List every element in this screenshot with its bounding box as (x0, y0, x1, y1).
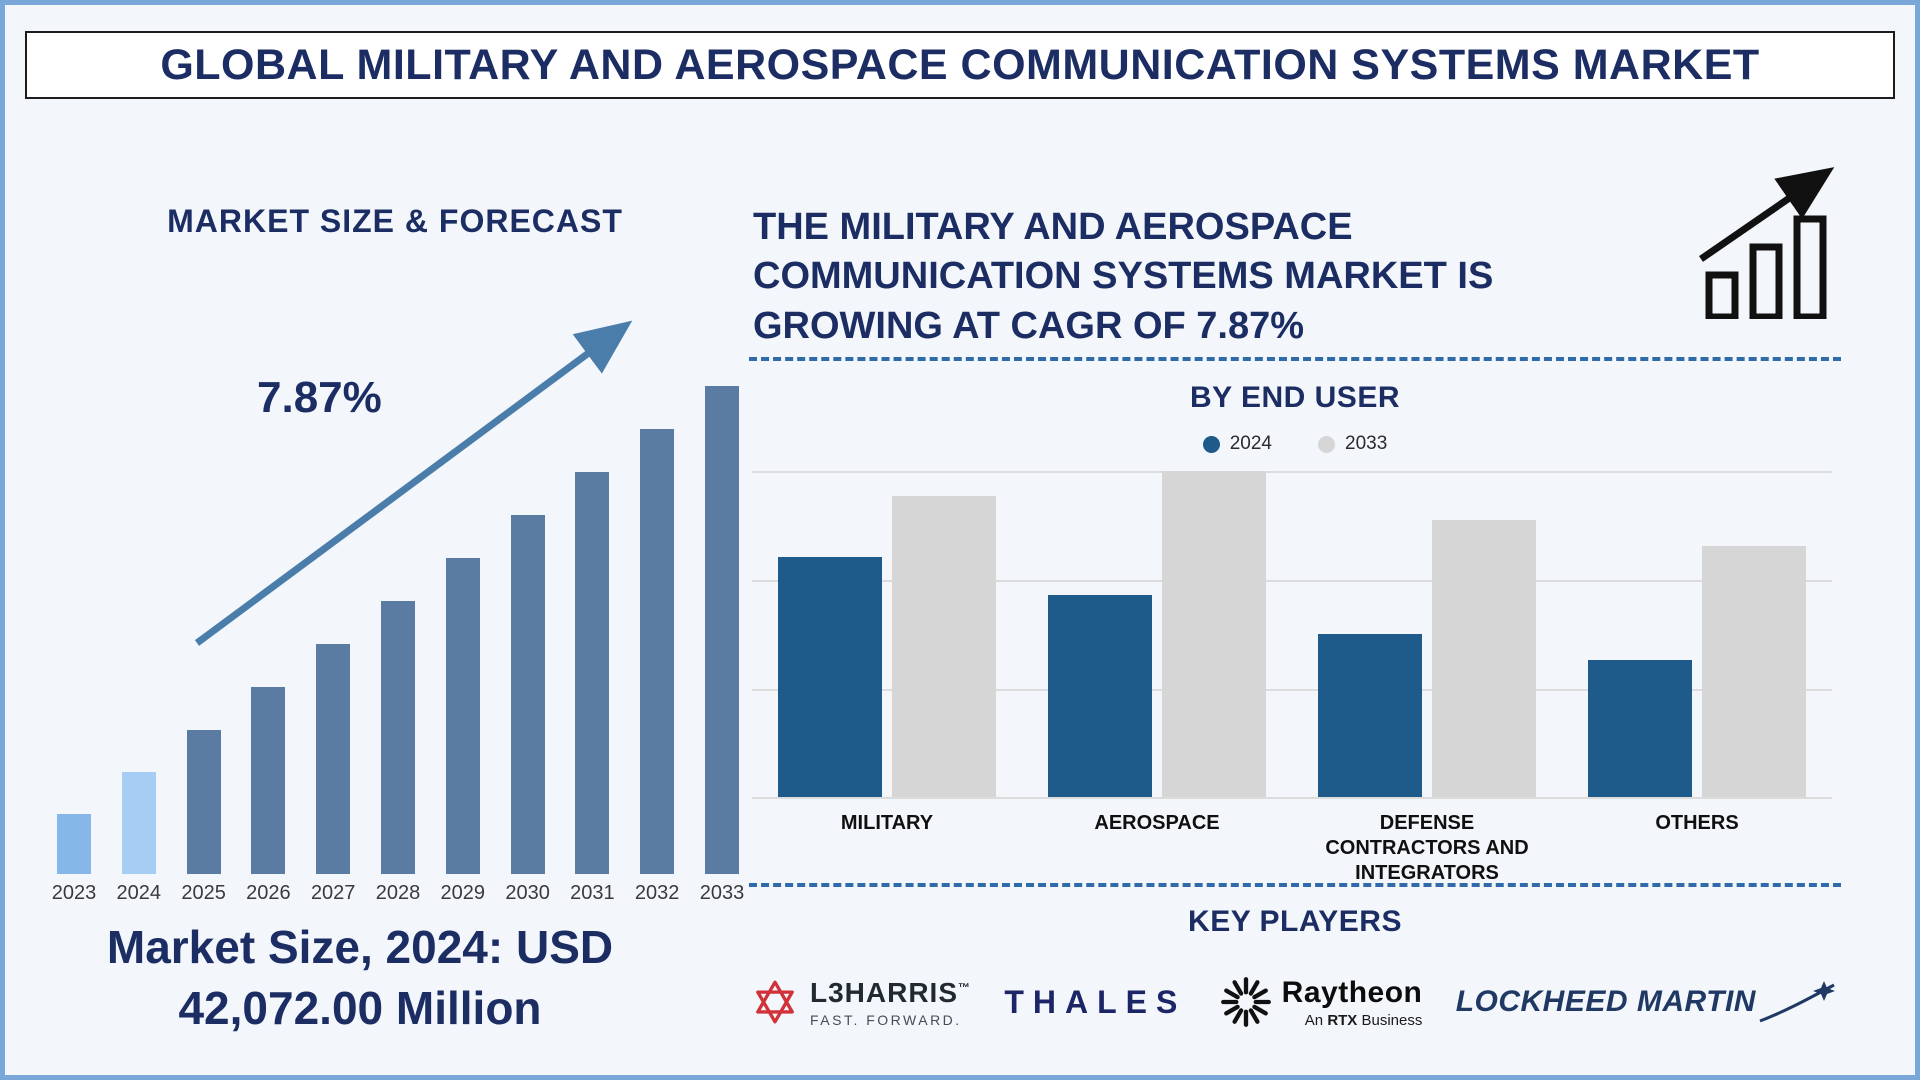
market-size-bar-column: 2027 (310, 644, 356, 905)
page-title: GLOBAL MILITARY AND AEROSPACE COMMUNICAT… (25, 31, 1895, 99)
bar-group-aerospace (1022, 463, 1292, 797)
by-end-user-heading: BY END USER (1190, 381, 1400, 414)
year-label: 2029 (440, 882, 486, 904)
bar-group-others (1562, 463, 1832, 797)
raytheon-tagline-suffix: Business (1361, 1011, 1423, 1029)
raytheon-icon (1220, 977, 1271, 1027)
market-size-bar-column: 2032 (634, 429, 680, 905)
cagr-headline: THE MILITARY AND AEROSPACE COMMUNICATION… (753, 206, 1494, 347)
year-label: 2031 (570, 882, 615, 904)
legend-label-2024: 2024 (1229, 433, 1272, 454)
l3harris-tagline: FAST. FORWARD. (810, 1011, 962, 1028)
market-size-bar-2029 (445, 558, 480, 874)
market-size-bar-column: 2031 (570, 472, 615, 905)
market-size-bar-column: 2029 (440, 558, 486, 905)
legend-dot-2024 (1202, 435, 1220, 453)
growth-arrow (194, 320, 633, 646)
bar-2033-others (1702, 546, 1806, 797)
bar-2024-aerospace (1048, 595, 1152, 797)
end-user-category-labels: MILITARY AEROSPACE DEFENSE CONTRACTORS AND… (752, 811, 1832, 886)
year-label: 2024 (116, 882, 162, 904)
end-user-bar-groups (752, 463, 1832, 797)
market-size-bars: 2023 2024 2025 2026 2027 2028 2029 2030 2031 2032… (51, 365, 745, 905)
category-label-defense-contractors-and-integrators: DEFENSE CONTRACTORS AND INTEGRATORS (1325, 812, 1529, 884)
year-label: 2025 (181, 882, 226, 904)
logo-thales: THALES (1004, 984, 1186, 1021)
thales-wordmark: THALES (1004, 983, 1187, 1020)
bar-2033-defense-contractors-and-integrators (1432, 520, 1536, 797)
market-size-bar-column: 2024 (116, 772, 162, 905)
category-label-others: OTHERS (1655, 812, 1739, 834)
gridline (752, 471, 1832, 473)
l3harris-wordmark: L3HARRIS™ (810, 977, 971, 1009)
l3harris-icon (756, 980, 794, 1024)
logo-lockheed-martin: LOCKHEED MARTIN (1456, 979, 1840, 1025)
gridline (752, 580, 1832, 582)
market-size-bar-2030 (510, 515, 545, 874)
category-label-aerospace: AEROSPACE (1094, 812, 1220, 834)
legend-item-2024: 2024 (1202, 433, 1272, 455)
bar-group-military (752, 463, 1022, 797)
raytheon-tagline-prefix: An (1304, 1011, 1324, 1029)
year-label: 2027 (310, 882, 356, 904)
market-size-bar-column: 2025 (181, 730, 226, 905)
market-size-bar-2024 (121, 772, 156, 874)
page-title-text: GLOBAL MILITARY AND AEROSPACE COMMUNICAT… (160, 40, 1760, 89)
market-size-bar-column: 2023 (51, 814, 97, 905)
end-user-chart (752, 463, 1832, 799)
bar-2024-military (778, 557, 882, 797)
market-size-bar-column: 2028 (375, 601, 421, 905)
market-size-bar-2032 (640, 429, 675, 874)
dashed-divider-bottom (749, 883, 1841, 887)
raytheon-wordmark: Raytheon (1281, 975, 1423, 1009)
cagr-value: 7.87% (257, 373, 382, 422)
year-label: 2033 (699, 882, 745, 904)
l3harris-tm: ™ (958, 980, 972, 995)
market-size-bar-2028 (380, 601, 415, 874)
logo-l3harris: L3HARRIS™ FAST. FORWARD. (750, 977, 971, 1028)
market-size-bar-2027 (316, 644, 351, 874)
category-label-military: MILITARY (840, 812, 934, 834)
market-size-bar-column: 2033 (699, 386, 745, 905)
bar-2024-others (1588, 660, 1692, 797)
market-size-forecast-heading: MARKET SIZE & FORECAST (167, 203, 623, 239)
year-label: 2030 (505, 882, 550, 904)
market-size-bar-2033 (704, 386, 739, 874)
year-label: 2032 (634, 882, 680, 904)
lockheed-star-icon (1759, 981, 1835, 1023)
raytheon-tagline-rtx: RTX (1327, 1011, 1358, 1029)
market-size-bar-2031 (575, 472, 610, 874)
bar-2033-aerospace (1162, 471, 1266, 797)
market-size-bar-2023 (57, 814, 91, 874)
legend-dot-2033 (1318, 435, 1335, 453)
legend-item-2033: 2033 (1318, 433, 1387, 455)
legend-label-2033: 2033 (1345, 433, 1388, 454)
growth-chart-icon (1699, 167, 1835, 319)
key-players-heading: KEY PLAYERS (1188, 905, 1402, 938)
bar-group-defense-contractors-and-integrators (1292, 463, 1562, 797)
market-size-bar-column: 2026 (246, 687, 291, 905)
market-size-bar-2026 (251, 687, 286, 874)
end-user-legend: 2024 2033 (749, 433, 1841, 455)
lockheed-wordmark: LOCKHEED MARTIN (1455, 985, 1756, 1018)
bar-2024-defense-contractors-and-integrators (1318, 634, 1422, 797)
market-size-bar-2025 (186, 730, 221, 874)
year-label: 2026 (246, 882, 291, 904)
market-size-bar-column: 2030 (505, 515, 550, 905)
dashed-divider-top (749, 357, 1841, 361)
l3harris-text: L3HARRIS (810, 976, 959, 1008)
logo-raytheon: Raytheon An RTX Business (1220, 975, 1423, 1029)
raytheon-tagline: An RTX Business (1282, 1012, 1423, 1029)
gridline (752, 689, 1832, 691)
market-size-chart: 2023 2024 2025 2026 2027 2028 2029 2030 2031 2032… (51, 365, 745, 905)
market-size-callout: Market Size, 2024: USD 42,072.00 Million (106, 921, 614, 1034)
key-players-logos: L3HARRIS™ FAST. FORWARD. THALES Raytheon… (750, 957, 1840, 1047)
year-label: 2023 (51, 882, 97, 904)
year-label: 2028 (375, 882, 421, 904)
bar-2033-military (892, 496, 996, 797)
